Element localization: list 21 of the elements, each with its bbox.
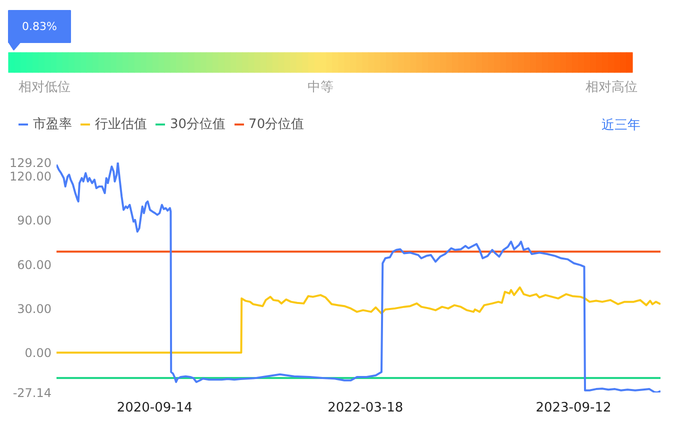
y-tick-label: 30.00 <box>17 302 52 316</box>
y-tick-label: 90.00 <box>17 214 52 228</box>
text: 相对低位 <box>18 80 70 95</box>
text: 中等 <box>308 80 334 95</box>
line-series <box>56 286 660 354</box>
x-tick-label: 2023-09-12 <box>536 400 612 416</box>
y-tick-label: -27.14 <box>12 386 52 400</box>
legend-label: 行业估值 <box>95 116 147 133</box>
x-tick-label: 2020-09-14 <box>116 400 192 416</box>
y-tick-label: 129.20 <box>10 156 52 170</box>
y-tick-label: 120.00 <box>10 170 52 184</box>
line-series <box>56 162 660 392</box>
legend-label: 70分位值 <box>248 116 304 133</box>
legend-label: 市盈率 <box>33 116 72 133</box>
legend-label: 30分位值 <box>170 116 226 133</box>
text: 近三年 <box>602 118 640 133</box>
data-label: 0.83% <box>22 20 57 33</box>
text: 相对高位 <box>586 79 638 95</box>
y-tick-label: 0.00 <box>24 346 52 360</box>
y-tick-label: 60.00 <box>17 258 52 272</box>
x-tick-label: 2022-03-18 <box>328 400 404 416</box>
